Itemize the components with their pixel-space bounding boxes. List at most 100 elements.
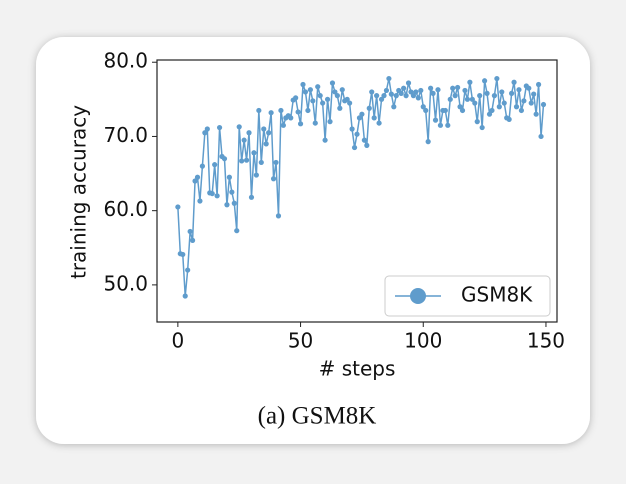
point bbox=[344, 96, 350, 102]
point bbox=[437, 122, 444, 128]
point bbox=[423, 107, 429, 114]
point bbox=[204, 126, 210, 132]
y-tick-label: 50.0 bbox=[103, 271, 148, 295]
point bbox=[486, 111, 493, 117]
point bbox=[398, 90, 404, 96]
point bbox=[275, 213, 282, 219]
point bbox=[239, 158, 245, 164]
point bbox=[386, 75, 392, 82]
point bbox=[403, 93, 409, 99]
y-tick-label: 60.0 bbox=[103, 197, 148, 221]
point bbox=[192, 178, 198, 184]
point bbox=[378, 96, 385, 102]
point bbox=[371, 115, 377, 121]
point bbox=[224, 202, 230, 208]
point bbox=[231, 200, 237, 206]
point bbox=[209, 190, 215, 197]
point bbox=[337, 105, 343, 111]
point bbox=[246, 130, 252, 136]
point bbox=[526, 85, 532, 91]
point bbox=[445, 122, 451, 128]
point bbox=[482, 78, 488, 84]
point bbox=[307, 87, 313, 93]
point bbox=[351, 144, 358, 151]
point bbox=[401, 85, 407, 91]
point bbox=[511, 79, 517, 85]
point bbox=[531, 91, 537, 97]
point bbox=[329, 80, 336, 86]
point bbox=[489, 107, 495, 114]
point bbox=[305, 107, 311, 114]
point bbox=[280, 122, 286, 128]
point bbox=[469, 96, 475, 102]
y-tick-label: 70.0 bbox=[103, 123, 148, 147]
point bbox=[229, 189, 235, 195]
point bbox=[376, 120, 382, 126]
point bbox=[226, 174, 232, 180]
point bbox=[202, 130, 208, 136]
point bbox=[295, 109, 301, 115]
point bbox=[258, 159, 264, 166]
point bbox=[253, 172, 259, 178]
point bbox=[410, 93, 417, 99]
point bbox=[278, 107, 284, 114]
point bbox=[518, 107, 525, 114]
point bbox=[415, 95, 421, 101]
point bbox=[327, 119, 333, 125]
point bbox=[432, 117, 439, 123]
point bbox=[447, 96, 453, 102]
point bbox=[288, 115, 294, 121]
point bbox=[216, 124, 223, 131]
point bbox=[494, 75, 500, 82]
point bbox=[450, 85, 456, 91]
point bbox=[270, 176, 277, 182]
point bbox=[320, 100, 326, 106]
point bbox=[428, 85, 434, 91]
point bbox=[261, 126, 267, 132]
x-tick-label: 50 bbox=[288, 329, 313, 353]
point bbox=[359, 111, 365, 117]
point bbox=[413, 89, 419, 95]
point bbox=[540, 101, 547, 108]
point bbox=[499, 89, 505, 95]
point bbox=[381, 93, 387, 99]
point bbox=[315, 84, 321, 90]
point bbox=[477, 93, 483, 99]
point bbox=[332, 89, 338, 95]
point bbox=[187, 228, 193, 235]
point bbox=[535, 81, 542, 88]
point bbox=[175, 204, 181, 210]
point bbox=[334, 93, 340, 99]
point bbox=[180, 251, 186, 258]
point bbox=[528, 100, 534, 106]
x-tick-label: 0 bbox=[171, 329, 184, 353]
point bbox=[374, 93, 380, 99]
point bbox=[408, 89, 414, 95]
point bbox=[364, 142, 370, 148]
point bbox=[263, 141, 269, 147]
x-tick-label: 150 bbox=[527, 329, 565, 353]
point bbox=[356, 115, 363, 121]
point bbox=[214, 193, 220, 199]
point bbox=[241, 137, 247, 143]
point bbox=[533, 111, 539, 117]
point bbox=[297, 121, 304, 127]
point bbox=[474, 119, 480, 125]
point bbox=[513, 104, 520, 110]
point bbox=[516, 87, 522, 93]
point bbox=[197, 198, 203, 204]
point bbox=[322, 137, 328, 143]
legend-marker bbox=[410, 288, 426, 304]
point bbox=[464, 96, 471, 102]
x-tick-label: 100 bbox=[404, 329, 442, 353]
point bbox=[509, 90, 515, 96]
point bbox=[212, 162, 218, 168]
y-tick-label: 80.0 bbox=[103, 49, 148, 73]
point bbox=[312, 120, 318, 126]
point bbox=[457, 104, 463, 110]
point bbox=[317, 93, 323, 99]
point bbox=[361, 137, 367, 143]
point bbox=[366, 105, 372, 111]
point bbox=[435, 87, 441, 93]
point bbox=[420, 104, 426, 110]
